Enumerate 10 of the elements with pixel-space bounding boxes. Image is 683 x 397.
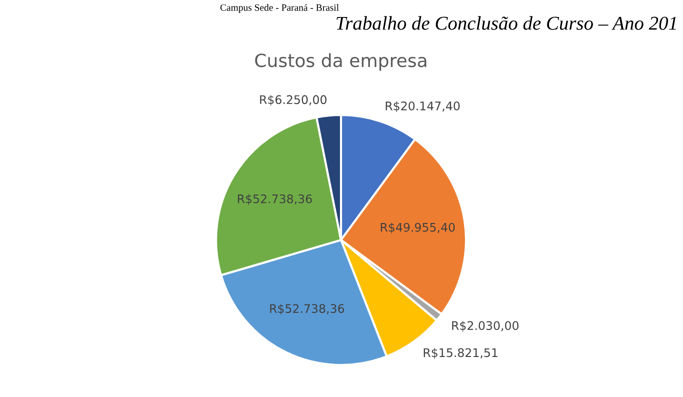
text: Trabalho de Conclusão de Curso – Ano 201	[336, 16, 676, 30]
data-label: R$6.250,00	[260, 94, 326, 106]
data-label: R$49.955,40	[380, 222, 455, 234]
text: Campus Sede - Paraná - Brasil	[220, 4, 339, 13]
data-label: R$15.821,51	[424, 348, 498, 359]
data-label: R$52.738,36	[270, 304, 344, 315]
data-label: R$20.147,40	[386, 101, 460, 112]
chart-title: Custos da empresa	[255, 53, 426, 71]
data-label: R$52.738,36	[238, 194, 312, 205]
data-label: R$2.030,00	[452, 320, 518, 332]
